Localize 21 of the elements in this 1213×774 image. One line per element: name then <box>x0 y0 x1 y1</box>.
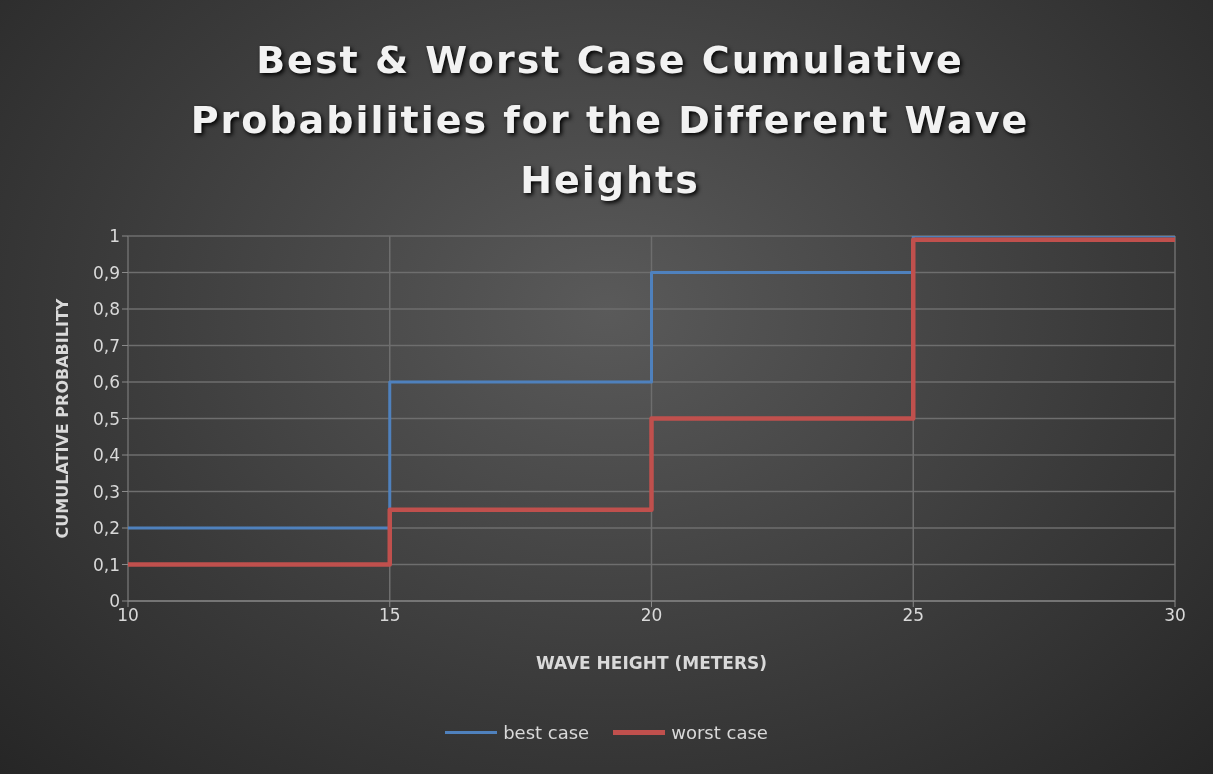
y-tick-label: 0,7 <box>92 335 120 356</box>
y-tick-label: 0,1 <box>92 554 120 575</box>
chart-title: Best & Worst Case Cumulative Probabilities for the Different Wave Heights <box>189 37 1031 204</box>
y-tick-label: 0,9 <box>92 262 120 283</box>
y-tick-label: 0,8 <box>92 299 120 320</box>
legend-label: best case <box>503 722 590 743</box>
x-tick-label: 25 <box>902 605 925 626</box>
x-tick-label: 15 <box>378 605 401 626</box>
y-tick-label: 0 <box>109 591 120 612</box>
y-axis-title: CUMULATIVE PROBABILITY <box>52 298 72 539</box>
y-tick-label: 0,3 <box>92 481 120 502</box>
x-tick-label: 10 <box>117 605 139 626</box>
y-tick-label: 0,4 <box>92 445 120 466</box>
y-tick-label: 0,5 <box>92 408 120 429</box>
y-tick-label: 1 <box>109 226 120 247</box>
y-tick-label: 0,6 <box>92 372 120 393</box>
x-axis-title: WAVE HEIGHT (METERS) <box>535 653 768 673</box>
legend-label: worst case <box>671 722 768 743</box>
y-tick-label: 0,2 <box>92 518 120 539</box>
x-tick-label: 30 <box>1164 605 1186 626</box>
x-tick-label: 20 <box>640 605 663 626</box>
